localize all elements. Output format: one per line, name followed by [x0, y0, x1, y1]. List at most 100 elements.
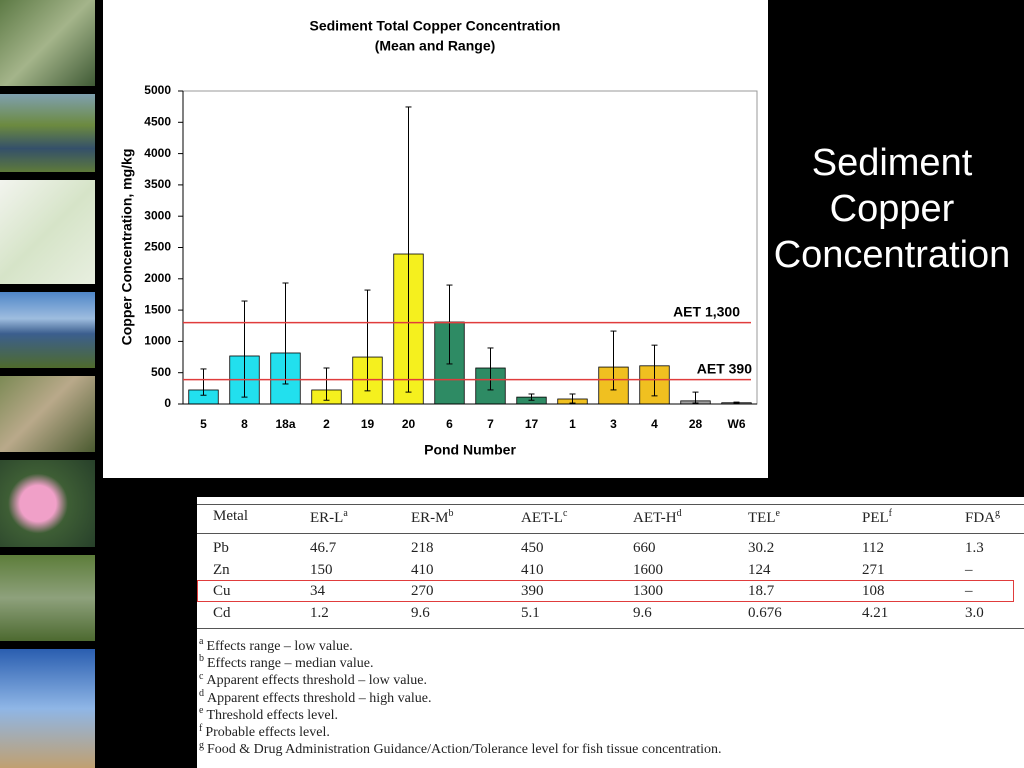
- chart: Sediment Total Copper Concentration (Mea…: [103, 0, 768, 478]
- photo: [0, 0, 95, 86]
- header-text: TEL: [748, 510, 776, 526]
- table-panel: Metal ER-La ER-Mb AET-Lc AET-Hd TELe PELf FDAg P…: [197, 497, 1024, 768]
- y-tick-label: 1000: [144, 334, 171, 348]
- footnote: d Apparent effects threshold – high value…: [199, 688, 431, 707]
- x-tick-label: 5: [200, 417, 207, 431]
- table-cell: –: [965, 583, 973, 599]
- footnote: b Effects range – median value.: [199, 653, 374, 672]
- table-cell: 18.7: [748, 583, 775, 599]
- header-text: Metal: [213, 508, 248, 524]
- x-tick-label: 1: [569, 417, 576, 431]
- table-cell: 30.2: [748, 540, 775, 556]
- x-tick-label: 17: [525, 417, 539, 431]
- chart-background: [103, 0, 768, 478]
- table-cell: 4.21: [862, 604, 889, 621]
- y-tick-label: 5000: [144, 83, 171, 97]
- footnote-text: Probable effects level.: [205, 725, 330, 741]
- x-tick-label: 7: [487, 417, 494, 431]
- reference-label: AET 1,300: [673, 303, 740, 319]
- table-cell: 112: [862, 540, 884, 556]
- photo: [0, 649, 95, 768]
- table-header: ER-La: [310, 508, 348, 527]
- photo: [0, 292, 95, 368]
- table-cell: –: [965, 561, 973, 578]
- table-header: AET-Lc: [521, 508, 567, 527]
- table-cell: 410: [411, 561, 434, 578]
- photo: [0, 94, 95, 172]
- x-tick-label: 20: [402, 417, 416, 431]
- table-cell: 9.6: [411, 604, 430, 621]
- table-cell: 1300: [633, 583, 663, 599]
- photo: [0, 460, 95, 547]
- x-axis-title: Pond Number: [424, 442, 516, 458]
- footnote-mark: f: [199, 722, 203, 734]
- x-tick-label: 8: [241, 417, 248, 431]
- x-tick-label: 6: [446, 417, 453, 431]
- header-text: ER-M: [411, 510, 449, 526]
- table-cell: Pb: [213, 540, 229, 556]
- table-cell: Zn: [213, 561, 230, 578]
- reference-label: AET 390: [697, 360, 752, 376]
- y-tick-label: 3500: [144, 177, 171, 191]
- chart-title: Sediment Total Copper Concentration: [310, 18, 561, 34]
- footnote-mark: d: [199, 687, 204, 699]
- footnote-text: Threshold effects level.: [206, 707, 338, 723]
- header-text: AET-L: [521, 510, 563, 526]
- header-text: AET-H: [633, 510, 677, 526]
- table-cell: 0.676: [748, 604, 782, 621]
- footnote: a Effects range – low value.: [199, 636, 353, 655]
- table-cell: 410: [521, 561, 544, 578]
- table-cell: 9.6: [633, 604, 652, 621]
- x-tick-label: 4: [651, 417, 658, 431]
- table-header: AET-Hd: [633, 508, 682, 527]
- x-tick-label: 2: [323, 417, 330, 431]
- table-cell: 108: [862, 583, 885, 599]
- x-tick-label: 3: [610, 417, 617, 431]
- table-cell: 5.1: [521, 604, 540, 621]
- table-cell: 124: [748, 561, 771, 578]
- photo: [0, 180, 95, 284]
- table-rule: [197, 628, 1024, 629]
- footnote-mark: g: [199, 739, 204, 751]
- table-cell: 46.7: [310, 540, 337, 556]
- y-tick-label: 500: [151, 365, 171, 379]
- x-tick-label: W6: [728, 417, 746, 431]
- x-tick-label: 19: [361, 417, 375, 431]
- y-tick-label: 0: [164, 396, 171, 410]
- table-cell: 270: [411, 583, 434, 599]
- header-sup: f: [888, 508, 893, 519]
- footnote-mark: e: [199, 705, 204, 717]
- table-cell: Cu: [213, 583, 231, 599]
- table-cell: 450: [521, 540, 544, 556]
- footnote: c Apparent effects threshold – low value.: [199, 671, 427, 690]
- y-tick-label: 4500: [144, 114, 171, 128]
- table-rule: [197, 533, 1024, 534]
- slide-title: Sediment Copper Concentration: [773, 142, 1011, 276]
- x-tick-label: 28: [689, 417, 703, 431]
- y-tick-label: 3000: [144, 208, 171, 222]
- photo: [0, 555, 95, 641]
- table-cell: Cd: [213, 604, 231, 621]
- x-tick-label: 18a: [275, 417, 295, 431]
- footnote-mark: a: [199, 636, 204, 647]
- table-cell: 660: [633, 540, 656, 556]
- footnote-text: Apparent effects threshold – low value.: [206, 673, 428, 689]
- table-header: ER-Mb: [411, 508, 454, 527]
- header-sup: a: [343, 508, 348, 519]
- table-cell: 1.3: [965, 540, 984, 556]
- table-cell: 150: [310, 561, 333, 578]
- table-rule: [197, 504, 1024, 505]
- table-cell: 271: [862, 561, 885, 578]
- y-tick-label: 2000: [144, 271, 171, 285]
- header-sup: d: [676, 508, 682, 519]
- header-sup: e: [775, 508, 780, 519]
- table-cell: 390: [521, 583, 544, 599]
- footnote-text: Effects range – median value.: [207, 655, 374, 671]
- header-text: ER-L: [310, 510, 344, 526]
- row-highlight: [197, 580, 1014, 602]
- table-header: PELf: [862, 508, 892, 527]
- footnote-text: Apparent effects threshold – high value.: [207, 690, 432, 706]
- header-sup: c: [562, 508, 568, 519]
- header-sup: b: [448, 508, 454, 519]
- footnote-text: Food & Drug Administration Guidance/Acti…: [207, 742, 722, 758]
